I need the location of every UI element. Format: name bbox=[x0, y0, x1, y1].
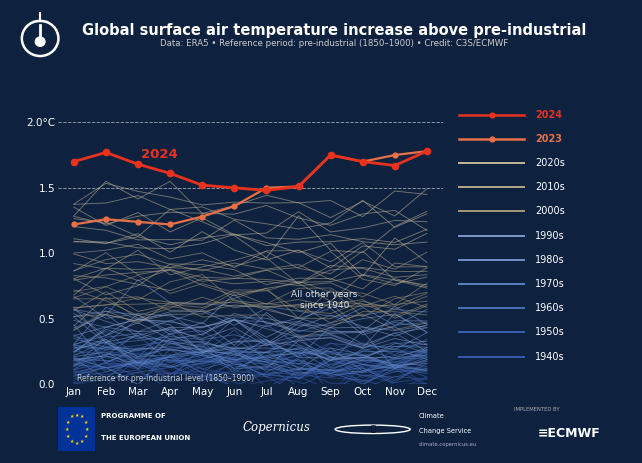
Text: 1990s: 1990s bbox=[535, 231, 564, 241]
Text: Change Service: Change Service bbox=[419, 428, 471, 433]
Text: THE EUROPEAN UNION: THE EUROPEAN UNION bbox=[101, 435, 191, 441]
Text: ★: ★ bbox=[64, 427, 69, 432]
Text: All other years
since 1940: All other years since 1940 bbox=[291, 289, 358, 310]
Text: Global surface air temperature increase above pre-industrial: Global surface air temperature increase … bbox=[82, 23, 586, 38]
Text: Reference for pre-industrial level (1850–1900): Reference for pre-industrial level (1850… bbox=[77, 374, 254, 383]
Text: 2023: 2023 bbox=[535, 134, 562, 144]
Text: 1980s: 1980s bbox=[535, 255, 564, 265]
Text: 2000s: 2000s bbox=[535, 206, 565, 217]
Text: 2010s: 2010s bbox=[535, 182, 565, 192]
Text: ★: ★ bbox=[69, 414, 74, 419]
Text: ★: ★ bbox=[83, 434, 88, 439]
Text: 1950s: 1950s bbox=[535, 327, 565, 338]
Text: 2024: 2024 bbox=[141, 148, 178, 161]
Text: Data: ERA5 • Reference period: pre-industrial (1850–1900) • Credit: C3S/ECMWF: Data: ERA5 • Reference period: pre-indus… bbox=[160, 39, 508, 49]
Text: ★: ★ bbox=[69, 439, 74, 444]
Text: ★: ★ bbox=[74, 441, 79, 446]
Text: ★: ★ bbox=[65, 434, 70, 439]
Text: 1960s: 1960s bbox=[535, 303, 564, 313]
Text: 2024: 2024 bbox=[535, 110, 562, 120]
Text: PROGRAMME OF: PROGRAMME OF bbox=[101, 413, 166, 419]
Text: ★: ★ bbox=[65, 419, 70, 425]
FancyBboxPatch shape bbox=[58, 407, 96, 451]
Text: 1940s: 1940s bbox=[535, 351, 564, 362]
Text: ★: ★ bbox=[83, 419, 88, 425]
Text: ≡ECMWF: ≡ECMWF bbox=[537, 427, 600, 440]
Text: Copernicus: Copernicus bbox=[243, 421, 311, 434]
Text: ★: ★ bbox=[74, 413, 79, 418]
Circle shape bbox=[35, 37, 45, 46]
Text: ★: ★ bbox=[80, 414, 84, 419]
Text: 2020s: 2020s bbox=[535, 158, 565, 168]
Text: 1970s: 1970s bbox=[535, 279, 565, 289]
Text: IMPLEMENTED BY: IMPLEMENTED BY bbox=[514, 407, 560, 413]
Text: ★: ★ bbox=[80, 439, 84, 444]
Text: ★: ★ bbox=[85, 427, 89, 432]
Text: 🌍: 🌍 bbox=[370, 425, 375, 434]
Text: Climate: Climate bbox=[419, 413, 445, 419]
Text: climate.copernicus.eu: climate.copernicus.eu bbox=[419, 442, 477, 447]
